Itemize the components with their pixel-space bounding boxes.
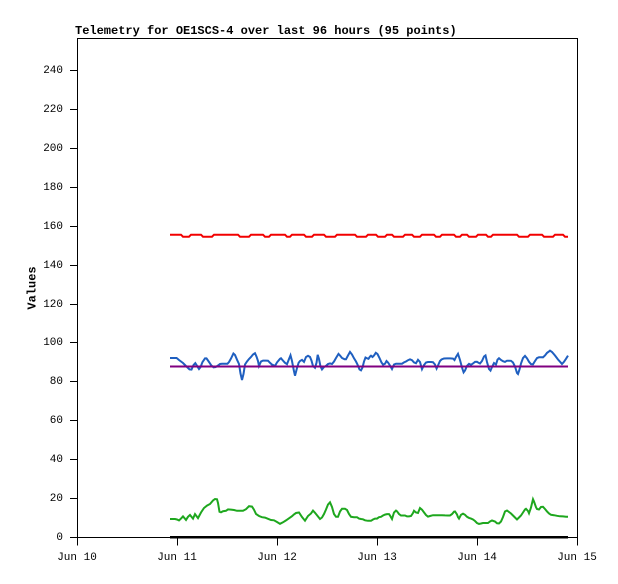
- svg-text:220: 220: [43, 104, 63, 116]
- svg-text:40: 40: [50, 454, 63, 466]
- svg-text:Jun 10: Jun 10: [57, 552, 97, 564]
- svg-text:100: 100: [43, 337, 63, 349]
- svg-text:140: 140: [43, 260, 63, 272]
- svg-text:200: 200: [43, 143, 63, 155]
- svg-text:Jun 15: Jun 15: [557, 552, 597, 564]
- svg-text:240: 240: [43, 65, 63, 77]
- svg-text:Jun 13: Jun 13: [357, 552, 397, 564]
- svg-text:Jun 11: Jun 11: [157, 552, 197, 564]
- svg-text:80: 80: [50, 376, 63, 388]
- svg-text:Values: Values: [26, 266, 40, 309]
- svg-text:160: 160: [43, 221, 63, 233]
- svg-text:Telemetry for OE1SCS-4 over la: Telemetry for OE1SCS-4 over last 96 hour…: [75, 24, 457, 38]
- svg-text:Jun 14: Jun 14: [457, 552, 497, 564]
- svg-text:180: 180: [43, 182, 63, 194]
- svg-text:60: 60: [50, 415, 63, 427]
- svg-text:0: 0: [56, 532, 63, 544]
- svg-text:Jun 12: Jun 12: [257, 552, 297, 564]
- svg-text:20: 20: [50, 493, 63, 505]
- svg-text:120: 120: [43, 299, 63, 311]
